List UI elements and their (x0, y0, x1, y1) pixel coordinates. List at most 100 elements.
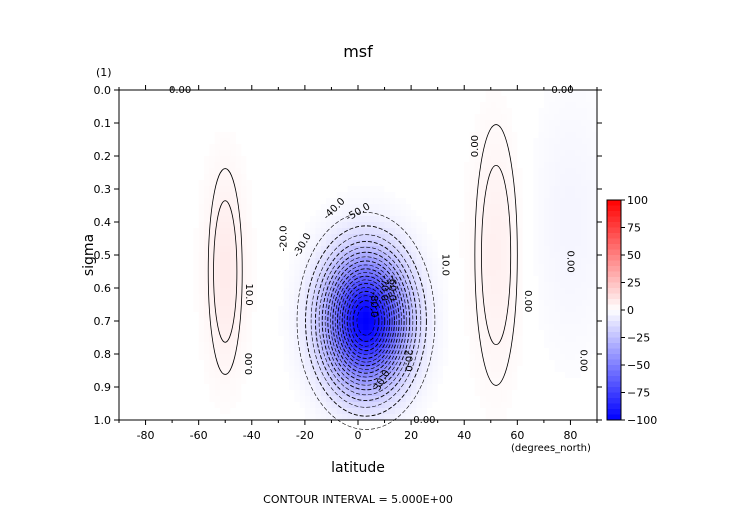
field-cell (517, 408, 524, 415)
field-cell (384, 126, 391, 133)
field-cell (294, 348, 301, 355)
field-cell (235, 384, 242, 391)
field-cell (134, 390, 141, 397)
field-cell (411, 312, 418, 319)
field-cell (581, 354, 587, 361)
field-cell (257, 132, 263, 139)
field-cell (464, 138, 471, 145)
field-cell (437, 294, 444, 301)
field-cell (352, 132, 359, 139)
field-cell (421, 132, 428, 139)
field-cell (581, 108, 587, 115)
field-cell (219, 96, 226, 103)
field-cell (352, 288, 359, 295)
field-cell (134, 282, 141, 289)
field-cell (203, 276, 210, 283)
field-cell (527, 318, 534, 325)
field-cell (283, 312, 290, 319)
field-cell (257, 324, 263, 331)
field-cell (506, 102, 513, 109)
field-cell (182, 114, 189, 121)
field-cell (156, 210, 163, 217)
field-cell (299, 324, 306, 331)
field-cell (177, 390, 184, 397)
field-cell (416, 288, 423, 295)
field-cell (246, 156, 253, 163)
field-cell (320, 222, 327, 229)
field-cell (294, 252, 301, 259)
field-cell (448, 138, 455, 145)
field-cell (522, 270, 529, 277)
field-cell (549, 114, 556, 121)
field-cell (522, 192, 529, 199)
field-cell (591, 312, 598, 319)
field-cell (150, 240, 157, 247)
field-cell (448, 174, 455, 181)
field-cell (496, 294, 502, 301)
field-cell (559, 312, 566, 319)
field-cell (517, 180, 524, 187)
field-cell (517, 162, 524, 169)
field-cell (347, 336, 354, 343)
field-cell (543, 324, 550, 331)
field-cell (267, 336, 274, 343)
field-cell (278, 294, 285, 301)
field-cell (363, 126, 370, 133)
field-cell (517, 144, 524, 151)
field-cell (400, 390, 407, 397)
field-cell (267, 276, 274, 283)
field-cell (464, 90, 471, 97)
field-cell (384, 108, 391, 115)
field-cell (214, 390, 221, 397)
field-cell (134, 180, 141, 187)
field-cell (129, 90, 136, 97)
field-cell (209, 390, 216, 397)
field-cell (400, 408, 407, 415)
field-cell (230, 282, 237, 289)
field-cell (230, 102, 237, 109)
field-cell (182, 192, 189, 199)
field-cell (124, 330, 131, 337)
field-cell (320, 234, 327, 241)
field-cell (373, 276, 380, 283)
field-cell (172, 216, 179, 223)
field-cell (490, 240, 497, 247)
field-cell (411, 318, 418, 325)
field-cell (336, 210, 343, 217)
field-cell (543, 378, 550, 385)
field-cell (453, 372, 460, 379)
field-cell (124, 396, 131, 403)
field-cell (193, 414, 200, 421)
field-cell (437, 252, 444, 259)
field-cell (214, 306, 221, 313)
field-cell (129, 360, 136, 367)
field-cell (315, 210, 322, 217)
field-cell (315, 390, 322, 397)
field-cell (480, 126, 487, 133)
field-cell (421, 324, 428, 331)
field-cell (193, 366, 200, 373)
field-cell (586, 120, 593, 127)
field-cell (522, 156, 529, 163)
field-cell (421, 306, 428, 313)
field-cell (134, 336, 141, 343)
field-cell (395, 270, 402, 277)
field-cell (559, 102, 566, 109)
field-cell (172, 348, 179, 355)
field-cell (203, 288, 210, 295)
field-cell (522, 168, 529, 175)
contour-line (314, 241, 417, 401)
field-cell (299, 120, 306, 127)
field-cell (140, 192, 147, 199)
field-cell (140, 108, 147, 115)
field-cell (209, 180, 216, 187)
field-cell (193, 156, 200, 163)
field-cell (347, 342, 354, 349)
field-cell (389, 162, 396, 169)
field-cell (570, 168, 577, 175)
field-cell (411, 372, 418, 379)
field-cell (193, 378, 200, 385)
field-cell (416, 276, 423, 283)
field-cell (485, 234, 492, 241)
field-cell (251, 342, 258, 349)
